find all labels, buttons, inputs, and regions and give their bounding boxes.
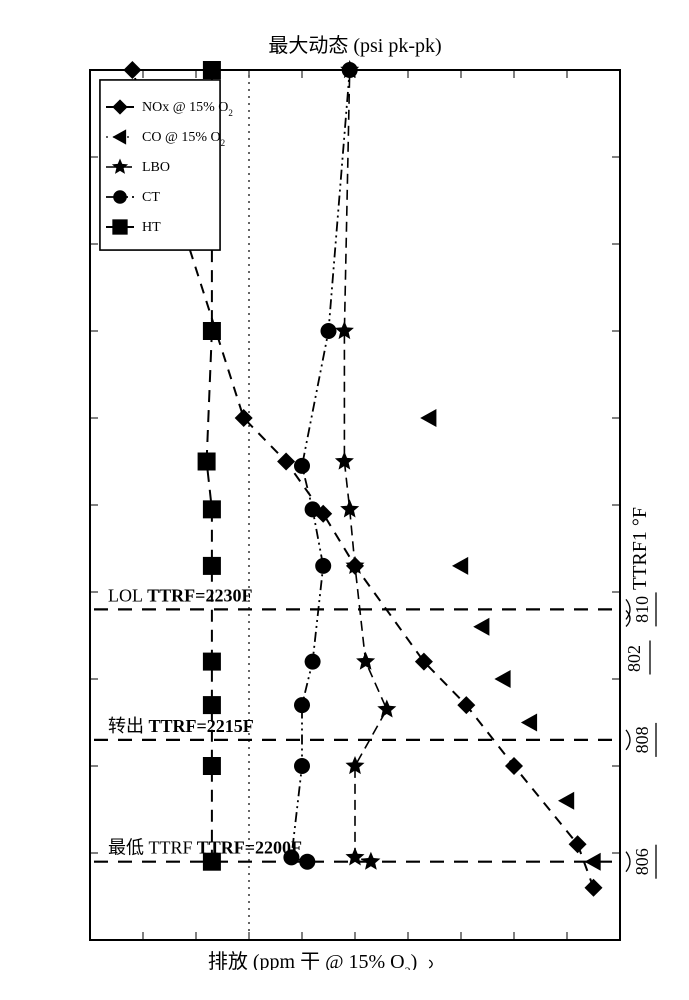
figure-ref-800: 800 ↗ [0,940,2,996]
svg-text:最大动态 (psi pk-pk): 最大动态 (psi pk-pk) [268,34,441,57]
chart-svg: 最大动态 (psi pk-pk) 排放 (ppm 干 @ 15% O2) 804 TT… [40,10,680,970]
svg-text:804: 804 [439,966,466,970]
svg-text:802: 802 [624,645,644,672]
series-LBO [335,60,396,870]
svg-text:LBO: LBO [142,160,170,175]
svg-text:转出 TTRF=2215F: 转出 TTRF=2215F [108,716,254,736]
series-CO [420,409,601,871]
figref-text: 800 [0,966,1,996]
arrow-icon: ↗ [0,940,1,957]
svg-text:TTRF1 °F: TTRF1 °F [629,507,651,590]
svg-text:810: 810 [632,596,652,623]
svg-text:HT: HT [142,220,161,235]
svg-text:808: 808 [632,726,652,753]
svg-text:806: 806 [632,848,652,875]
svg-text:排放 (ppm 干 @ 15% O2): 排放 (ppm 干 @ 15% O2) [208,950,417,970]
legend: NOx @ 15% O2CO @ 15% O2LBOCTHT [100,80,233,250]
svg-text:CT: CT [142,190,160,205]
svg-text:LOL TTRF=2230F: LOL TTRF=2230F [108,585,252,605]
